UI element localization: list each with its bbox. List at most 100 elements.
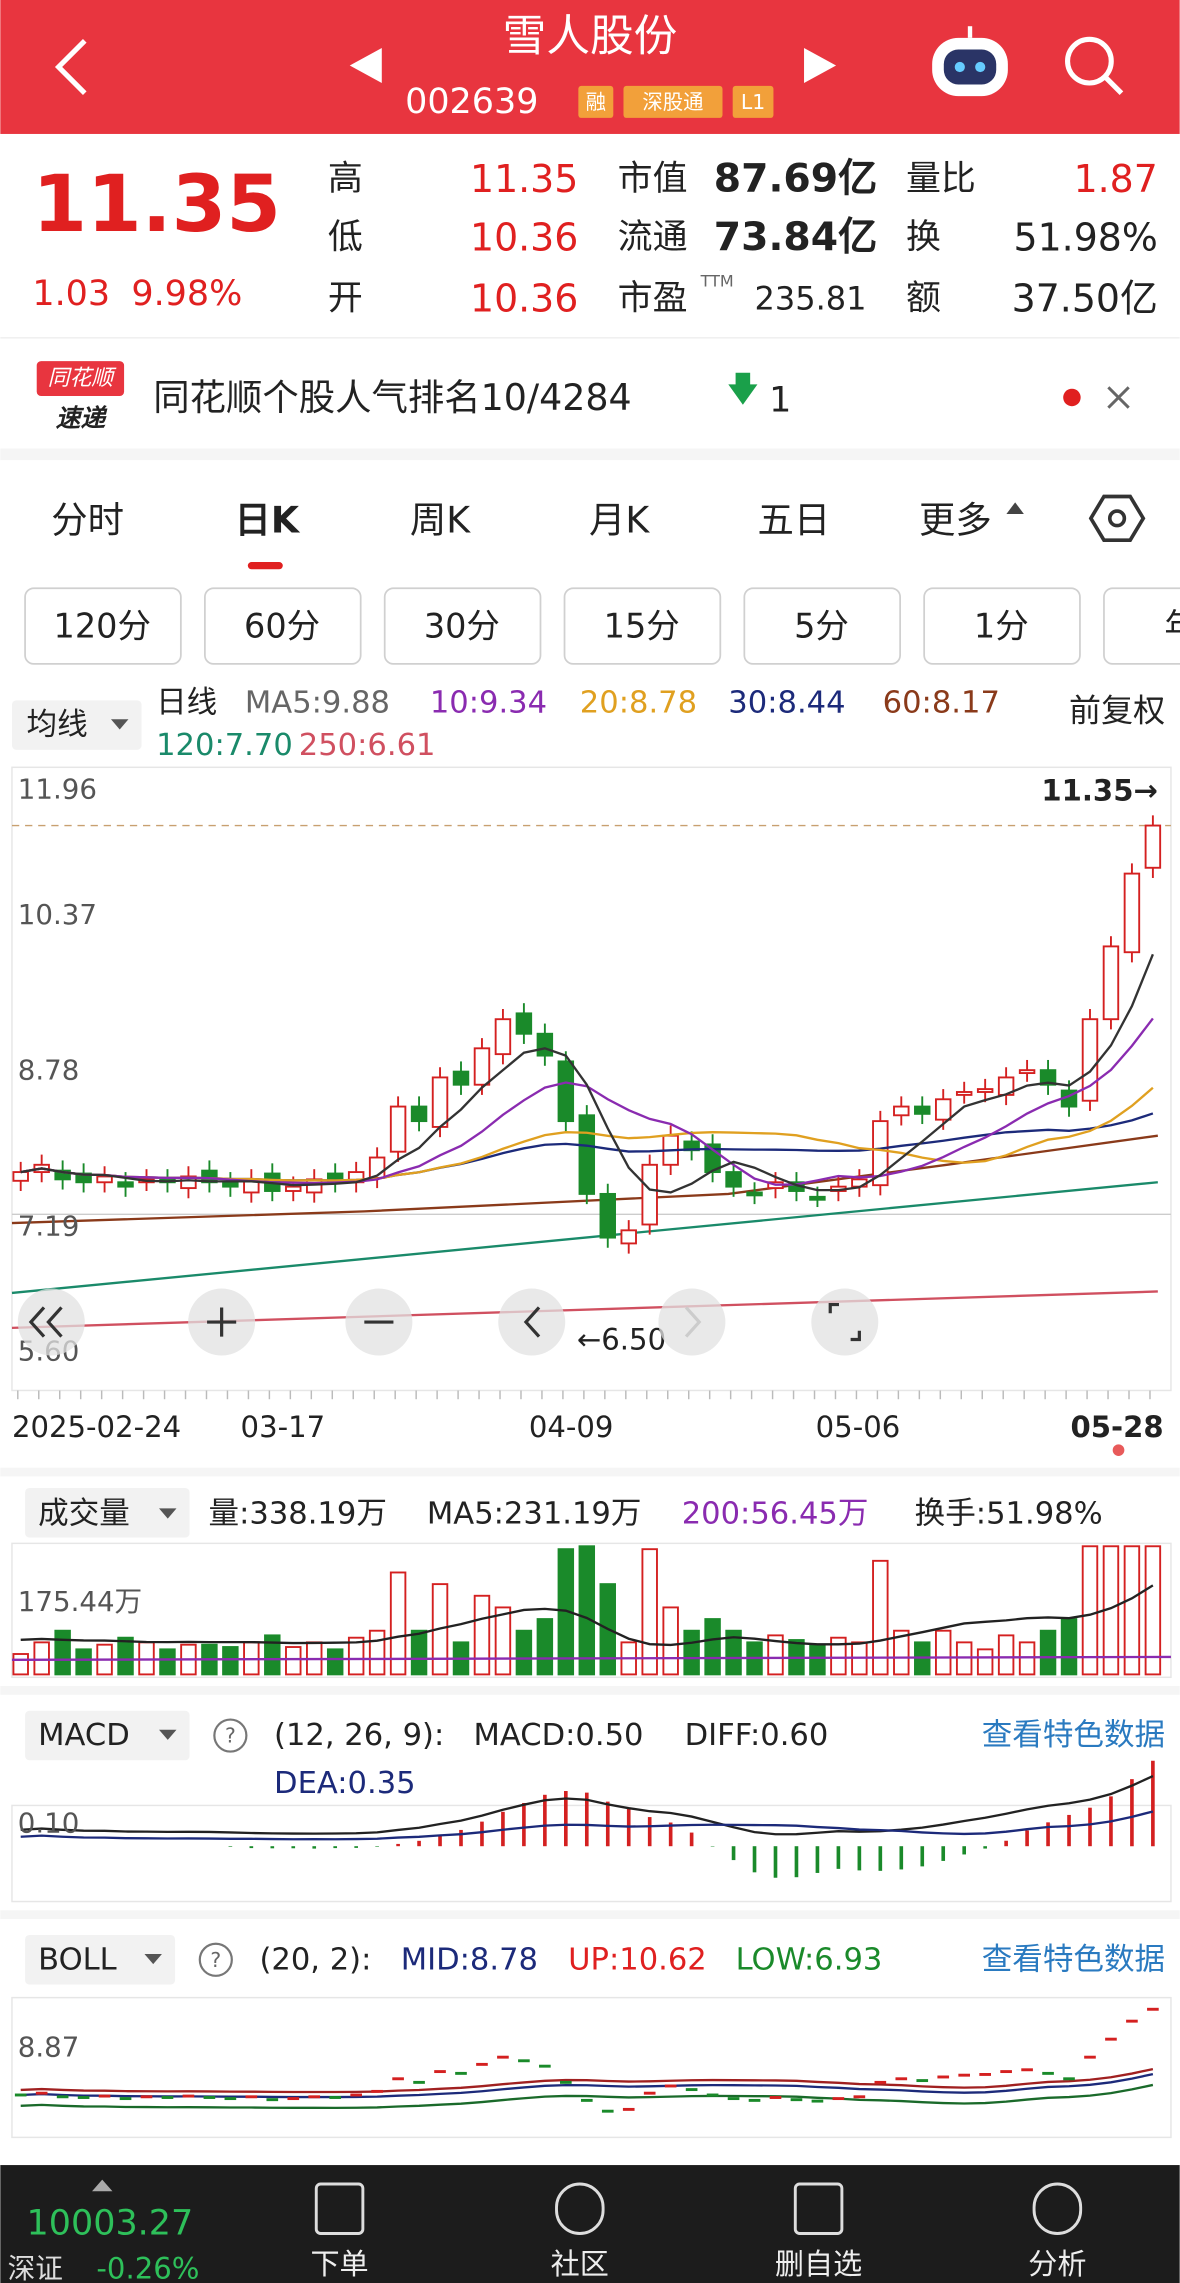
price-tick: 10.37 — [18, 898, 97, 931]
volume-bar — [641, 1548, 658, 1676]
boll-up — [20, 2067, 1154, 2094]
chart-tab[interactable]: 更多 — [919, 498, 992, 541]
ma-item: 60:8.17 — [883, 686, 1000, 721]
control-glyph[interactable] — [207, 1307, 237, 1337]
bottom-tab[interactable]: 下单 — [310, 2247, 368, 2281]
rank-text[interactable]: 同花顺个股人气排名10/4284 — [153, 376, 632, 419]
candle-body — [473, 1047, 491, 1086]
period-button[interactable] — [1103, 587, 1180, 665]
tab-icon[interactable] — [314, 2182, 365, 2235]
ma-item: 10:9.34 — [430, 686, 547, 721]
tab-icon[interactable] — [793, 2182, 844, 2235]
boll-selector[interactable] — [25, 1935, 176, 1985]
macd-selector[interactable] — [25, 1710, 190, 1761]
quote-value: 10.36 — [470, 215, 578, 259]
robot-icon[interactable] — [932, 26, 1008, 97]
rank-change: 1 — [769, 380, 791, 420]
ma-selector[interactable] — [11, 700, 142, 750]
back-button[interactable] — [54, 38, 87, 95]
period-label[interactable]: 30分 — [424, 607, 500, 646]
search-icon[interactable] — [1065, 36, 1124, 95]
period-button[interactable] — [743, 587, 902, 665]
period-label[interactable]: 1分 — [974, 607, 1029, 646]
chart-tab[interactable]: 月K — [589, 498, 650, 541]
ma-selector-text[interactable]: 均线 — [27, 708, 88, 743]
period-label[interactable]: 5分 — [794, 607, 849, 646]
macd-link[interactable]: 查看特色数据 — [982, 1718, 1165, 1753]
candle-body — [914, 1105, 931, 1115]
tab-icon[interactable] — [555, 2182, 605, 2235]
dropdown-arrow — [144, 1953, 162, 1965]
candle-body — [1123, 872, 1141, 954]
badge-text: L1 — [741, 90, 765, 114]
control-glyph[interactable] — [828, 1302, 861, 1342]
control-glyph[interactable] — [28, 1306, 63, 1338]
control-glyph[interactable] — [523, 1306, 541, 1338]
chart-tab[interactable]: 周K — [410, 498, 471, 541]
divider — [0, 1467, 1180, 1477]
volume-bar — [704, 1618, 721, 1676]
candle-body — [976, 1088, 994, 1093]
period-button[interactable] — [204, 587, 362, 665]
macd-selector-text[interactable]: MACD — [38, 1718, 130, 1753]
candle-body — [96, 1175, 113, 1184]
volume-bar — [264, 1634, 281, 1676]
chart-tab[interactable]: 分时 — [51, 498, 124, 541]
candle-body — [746, 1191, 763, 1197]
chart-tab[interactable]: 日K — [234, 498, 300, 541]
chart-control[interactable] — [17, 1288, 85, 1356]
prev-stock[interactable] — [349, 48, 382, 83]
dropdown-arrow — [159, 1508, 177, 1519]
volume-selector[interactable] — [25, 1488, 190, 1538]
volume-bar — [997, 1634, 1015, 1676]
quote-label: 换 — [906, 217, 941, 257]
volume-bar — [285, 1646, 302, 1676]
volume-bar — [1123, 1545, 1141, 1676]
quote-value: 51.98% — [1014, 215, 1158, 259]
bottom-tab[interactable]: 社区 — [551, 2247, 609, 2281]
bottom-tab[interactable]: 分析 — [1028, 2247, 1086, 2281]
help-icon[interactable] — [198, 1942, 233, 1977]
settings-icon[interactable] — [1088, 494, 1146, 542]
volume-bar — [33, 1641, 50, 1676]
help-icon[interactable] — [213, 1718, 248, 1753]
period-button[interactable] — [563, 587, 722, 665]
tab-icon[interactable] — [1032, 2182, 1083, 2235]
period-button[interactable] — [24, 587, 182, 665]
volume-bar — [662, 1606, 679, 1676]
period-button[interactable] — [383, 587, 542, 665]
help-icon-text[interactable]: ? — [225, 1724, 236, 1748]
index-toggle[interactable] — [92, 2179, 113, 2192]
logo-text: 速递 — [56, 403, 109, 432]
volume-selector-text[interactable]: 成交量 — [38, 1497, 130, 1532]
close-banner[interactable] — [1107, 386, 1130, 409]
chart-control[interactable] — [658, 1288, 726, 1356]
adjust-mode[interactable]: 前复权 — [1069, 692, 1165, 730]
next-stock[interactable] — [804, 48, 837, 83]
candle-body — [620, 1229, 637, 1245]
index-value[interactable]: 10003.27 — [27, 2203, 194, 2243]
quote-value: 87.69亿 — [714, 157, 878, 202]
period-label[interactable]: 120分 — [54, 607, 151, 646]
price-tick: 11.96 — [18, 773, 97, 806]
period-label[interactable]: 15分 — [604, 607, 680, 646]
bottom-tab[interactable]: 删自选 — [775, 2247, 862, 2281]
boll-link[interactable]: 查看特色数据 — [982, 1942, 1165, 1977]
chart-control[interactable] — [498, 1288, 566, 1356]
volume-bar — [767, 1634, 784, 1676]
period-label[interactable]: 60分 — [244, 607, 320, 646]
volume-bar — [494, 1606, 512, 1676]
boll-selector-text[interactable]: BOLL — [38, 1942, 117, 1977]
chart-control[interactable] — [811, 1288, 879, 1356]
candle-body — [578, 1114, 596, 1195]
candle-body — [934, 1098, 952, 1121]
period-label[interactable]: 年 — [1164, 607, 1180, 646]
help-icon-text[interactable]: ? — [210, 1948, 221, 1972]
quote-value: 11.35 — [470, 157, 578, 201]
candle-body — [452, 1070, 470, 1086]
volume-bar — [75, 1648, 92, 1676]
candle-body — [12, 1171, 29, 1182]
chart-tab[interactable]: 五日 — [757, 498, 830, 541]
period-button[interactable] — [923, 587, 1081, 665]
control-glyph[interactable] — [684, 1306, 702, 1338]
